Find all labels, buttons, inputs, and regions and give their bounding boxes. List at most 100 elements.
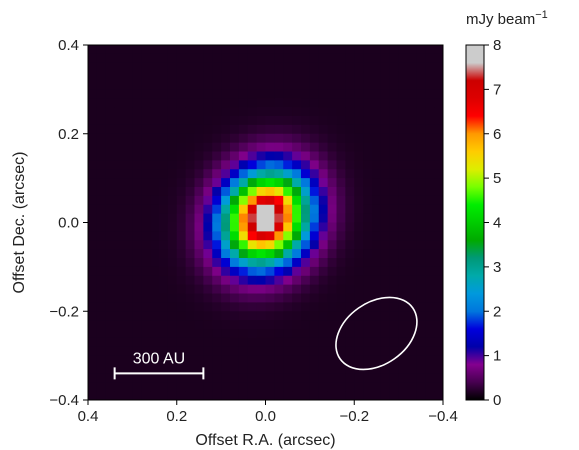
heat-cell [247,98,258,108]
heat-cell [354,89,364,99]
heat-cell [301,169,311,179]
heat-cell [176,240,187,250]
heat-cell [256,124,267,135]
heat-cell [221,98,231,108]
heat-cell [167,391,178,400]
x-tick-label: −0.2 [339,408,369,425]
heat-cell [425,89,435,99]
heat-cell [176,284,187,295]
heat-cell [176,98,187,108]
heat-cell [221,124,231,135]
heat-cell [159,195,169,206]
heat-cell [309,160,320,170]
heat-cell [167,98,178,108]
heat-cell [185,195,196,206]
heat-cell [194,311,204,321]
heat-cell [167,142,178,153]
heat-cell [88,355,98,366]
heat-cell [114,98,125,108]
heat-cell [141,62,151,73]
heat-cell [105,142,116,153]
heat-cell [88,116,98,126]
heat-cell [176,169,187,179]
heat-cell [389,222,400,232]
heat-cell [345,107,355,117]
heat-cell [132,195,142,206]
heat-cell [389,45,400,55]
heat-cell [380,391,391,400]
heat-cell [185,231,196,241]
heat-cell [398,213,409,224]
heat-cell [389,116,400,126]
heat-cell [318,124,329,135]
heat-cell [141,284,151,295]
heat-cell [123,62,133,73]
heat-cell [292,204,302,215]
heat-cell [105,355,116,366]
heat-cell [434,178,443,188]
heat-cell [283,53,293,64]
heat-cell [221,275,231,286]
heat-cell [416,107,426,117]
heat-cell [159,275,169,286]
heat-cell [301,266,311,277]
heat-cell [247,266,258,277]
heat-cell [141,71,151,82]
heat-cell [292,133,302,144]
heat-cell [247,71,258,82]
heat-cell [292,116,302,126]
heat-cell [247,222,258,232]
heat-cell [416,89,426,99]
heat-cell [96,53,107,64]
heat-cell [274,275,284,286]
heat-cell [283,45,293,55]
heat-cell [292,160,302,170]
heat-cell [416,240,426,250]
heat-cell [292,364,302,374]
heat-cell [256,80,267,90]
heat-cell [159,311,169,321]
heat-cell [247,320,258,330]
heat-cell [309,337,320,348]
heat-cell [372,98,382,108]
heat-cell [309,53,320,64]
heat-cell [425,107,435,117]
heat-cell [96,337,107,348]
heat-cell [221,346,231,357]
heat-cell [363,222,373,232]
heat-cell [318,302,329,312]
heat-cell [132,364,142,374]
heat-cell [274,133,284,144]
heat-cell [301,284,311,295]
heat-cell [150,151,160,161]
heat-cell [247,364,258,374]
heat-cell [221,151,231,161]
emission-map [88,45,443,400]
heat-cell [309,204,320,215]
heat-cell [425,329,435,339]
heat-cell [407,382,417,392]
heat-cell [354,284,364,295]
heat-cell [354,133,364,144]
heat-cell [363,258,373,268]
heat-cell [159,258,169,268]
heat-cell [389,373,400,383]
heat-cell [318,293,329,303]
heat-cell [194,195,204,206]
heat-cell [150,355,160,366]
heat-cell [283,391,293,400]
heat-cell [185,320,196,330]
heat-cell [336,302,346,312]
heat-cell [416,311,426,321]
heat-cell [194,222,204,232]
heat-cell [167,178,178,188]
colorbar-tick-label: 6 [493,126,501,143]
heat-cell [398,382,409,392]
heat-cell [336,169,346,179]
heat-cell [372,284,382,295]
heat-cell [389,275,400,286]
heat-cell [283,204,293,215]
heat-cell [283,329,293,339]
heat-cell [176,382,187,392]
